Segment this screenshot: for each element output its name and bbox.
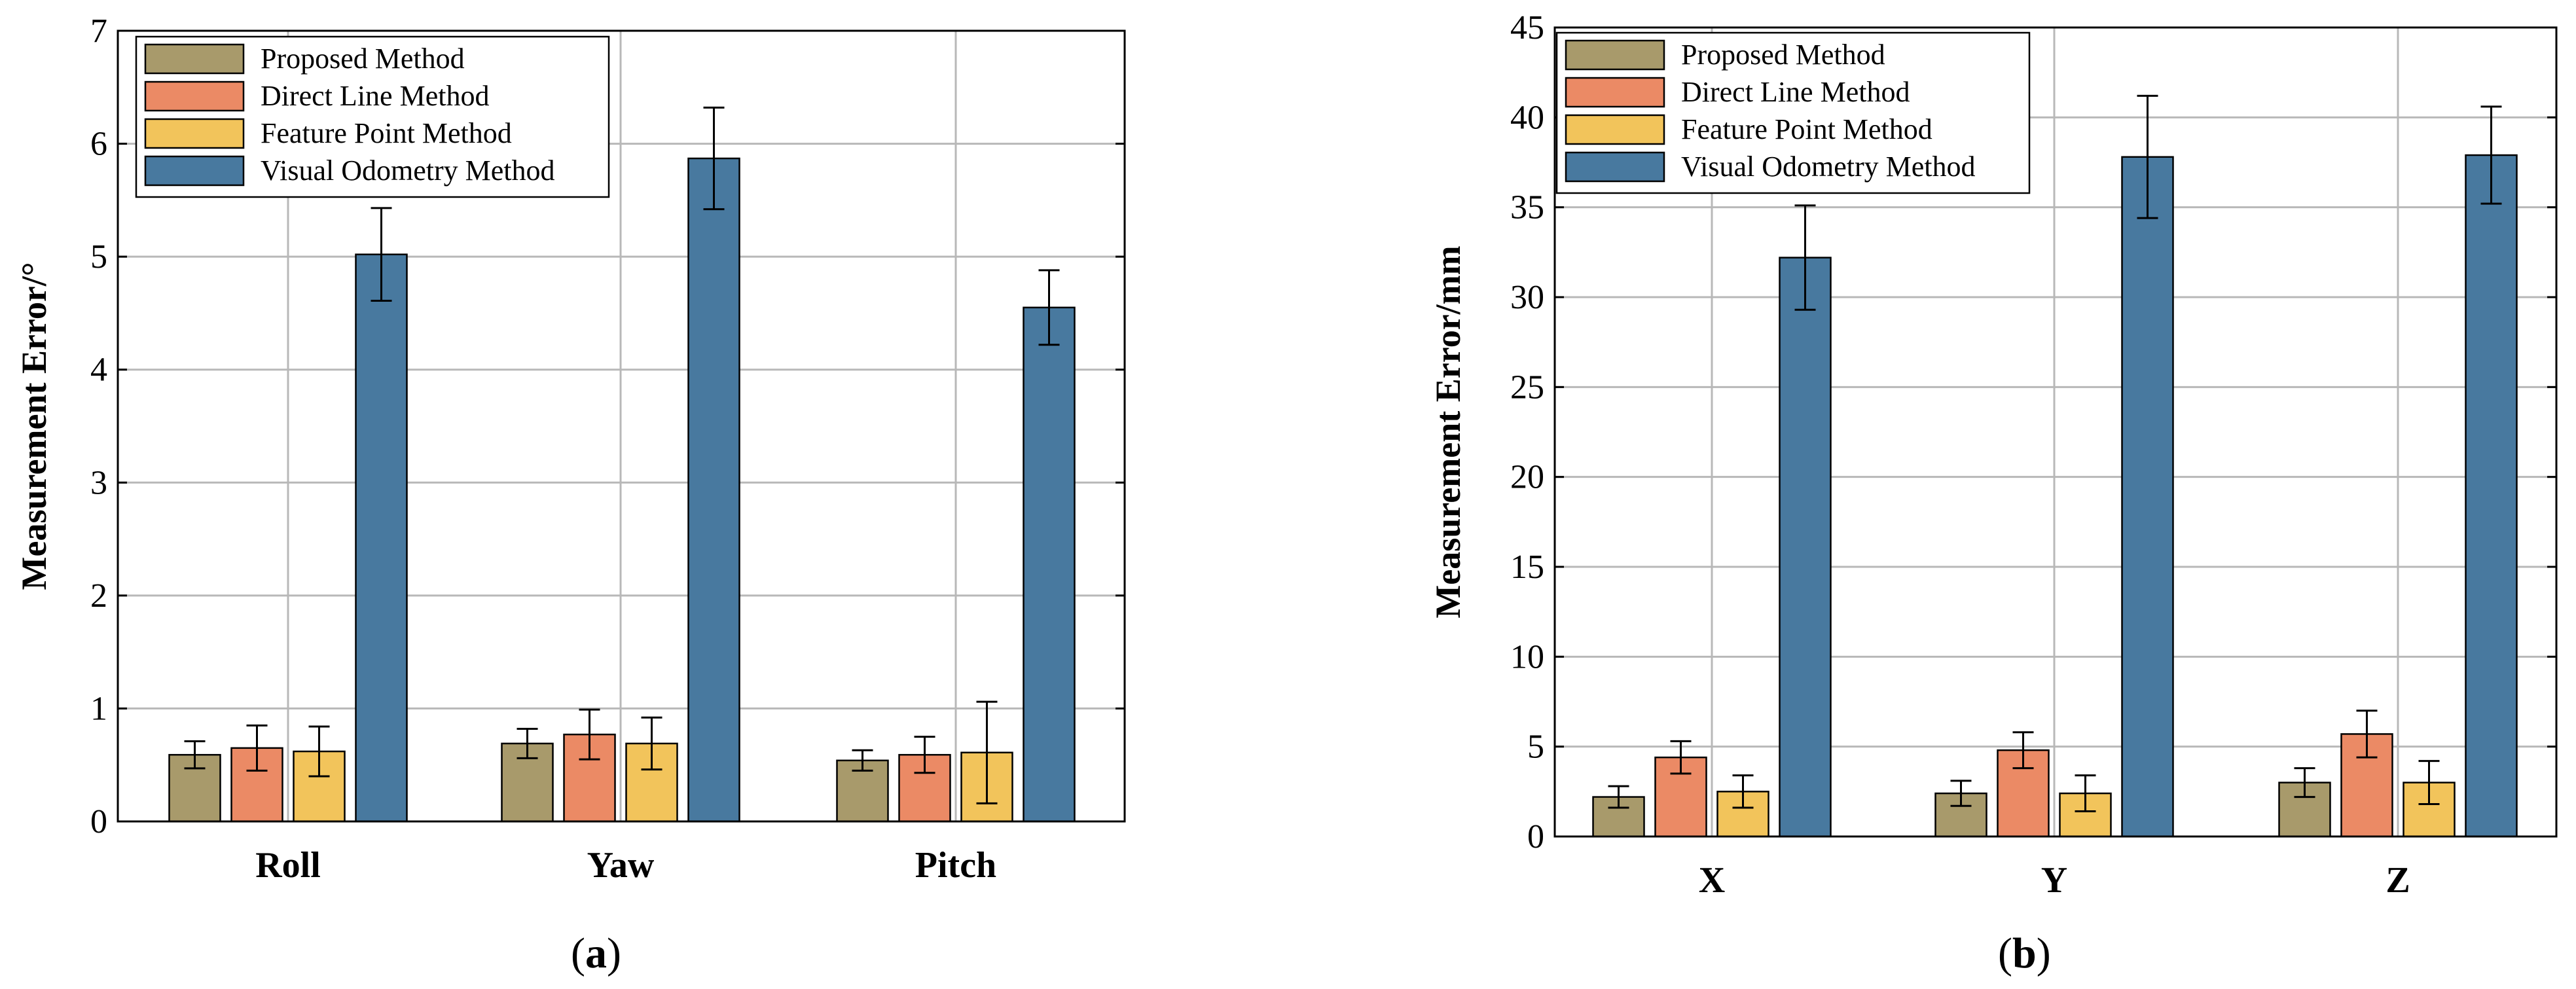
panel-label: (b) — [1998, 929, 2051, 977]
y-tick-label: 30 — [1510, 279, 1544, 316]
x-category-label: Yaw — [587, 845, 655, 886]
legend-swatch — [1565, 39, 1665, 71]
y-tick-label: 45 — [1510, 9, 1544, 46]
plot-frame — [117, 29, 1126, 823]
panel-label-paren: ) — [2037, 929, 2051, 977]
legend-swatch — [144, 81, 245, 112]
y-tick-label: 15 — [1510, 548, 1544, 586]
y-tick-label: 10 — [1510, 638, 1544, 675]
x-category-label: Roll — [255, 845, 321, 886]
panel-label-letter: b — [2012, 929, 2037, 977]
panel-label: (a) — [571, 929, 621, 977]
bar — [2121, 156, 2174, 838]
y-tick-label: 2 — [90, 577, 107, 615]
legend-label: Direct Line Method — [1681, 76, 1910, 108]
y-tick-label: 3 — [90, 464, 107, 501]
y-tick-label: 0 — [1527, 818, 1544, 855]
chart-panel-a: 0 1 2 3 4 5 6 7 Roll Yaw Pitch Measurement Error/° P… — [14, 12, 1126, 977]
legend: Proposed Method Direct Line Method Feature… — [135, 35, 610, 198]
y-tick-label: 7 — [90, 12, 107, 50]
x-category-label: Y — [2041, 860, 2067, 901]
panel-label-letter: a — [585, 929, 607, 977]
y-tick-label: 6 — [90, 126, 107, 163]
legend-label: Proposed Method — [261, 43, 465, 75]
legend-label: Proposed Method — [1681, 39, 1885, 71]
y-tick-label: 40 — [1510, 99, 1544, 136]
chart-panel-b: 0 5 10 15 20 25 30 35 40 45 X Y Z Measurement Error/m… — [1428, 9, 2558, 977]
y-tick-label: 4 — [90, 351, 107, 389]
legend-swatch — [144, 118, 245, 149]
y-tick-label: 0 — [90, 803, 107, 840]
legend-label: Feature Point Method — [1681, 113, 1932, 145]
x-category-label: Pitch — [915, 845, 996, 886]
bar — [1779, 257, 1832, 838]
y-tick-label: 25 — [1510, 369, 1544, 406]
y-axis-title: Measurement Error/mm — [1428, 245, 1468, 618]
y-tick-label: 35 — [1510, 189, 1544, 226]
legend-label: Visual Odometry Method — [1681, 151, 1976, 183]
legend-swatch — [144, 155, 245, 187]
legend-swatch — [1565, 114, 1665, 145]
legend-swatch — [1565, 77, 1665, 108]
legend: Proposed Method Direct Line Method Feature… — [1555, 31, 2031, 194]
legend-label: Visual Odometry Method — [261, 154, 555, 187]
panel-label-paren: ( — [571, 929, 585, 977]
y-tick-label: 20 — [1510, 459, 1544, 496]
legend-swatch — [1565, 151, 1665, 183]
panel-label-paren: ( — [1998, 929, 2012, 977]
bar — [2465, 154, 2518, 838]
x-category-label: Z — [2386, 860, 2410, 901]
y-tick-label: 5 — [1527, 728, 1544, 766]
bar — [687, 157, 740, 823]
legend-label: Direct Line Method — [261, 80, 489, 112]
legend-label: Feature Point Method — [261, 117, 512, 149]
y-axis-title: Measurement Error/° — [14, 262, 54, 590]
y-tick-label: 1 — [90, 690, 107, 727]
x-category-label: X — [1699, 860, 1725, 901]
panel-label-paren: ) — [607, 929, 621, 977]
y-tick-label: 5 — [90, 238, 107, 276]
bar — [355, 253, 408, 823]
bar — [1023, 306, 1076, 823]
plot-frame — [1553, 26, 2558, 838]
legend-swatch — [144, 43, 245, 75]
